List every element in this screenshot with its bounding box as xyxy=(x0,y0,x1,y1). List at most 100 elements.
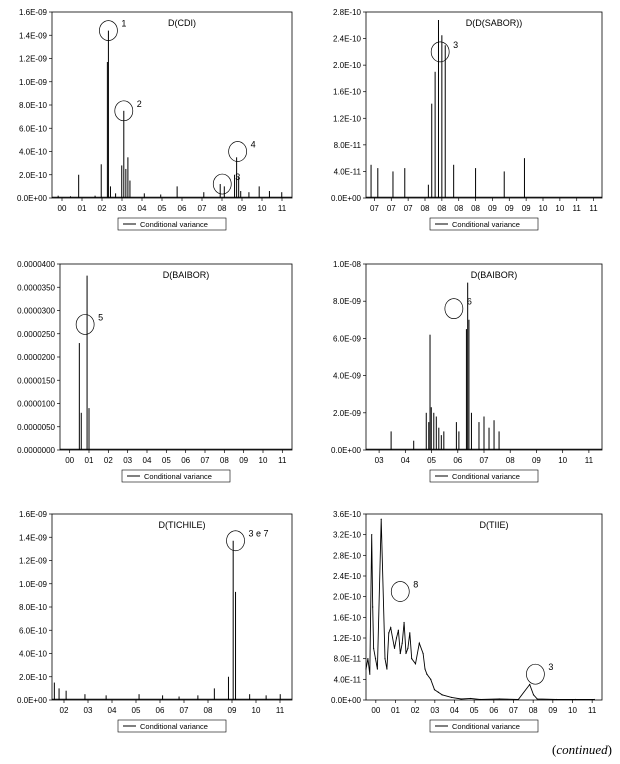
annotation-circle xyxy=(212,173,232,195)
x-tick-label: 11 xyxy=(588,706,597,715)
x-tick-label: 08 xyxy=(506,456,515,465)
annotation-label: 3 e 7 xyxy=(249,529,269,539)
x-tick-label: 07 xyxy=(201,456,210,465)
y-tick-label: 0.0000000 xyxy=(17,446,55,455)
y-tick-label: 8.0E-10 xyxy=(19,101,48,110)
x-tick-label: 08 xyxy=(437,204,446,213)
chart-svg: 0.0E+00 2.0E-10 4.0E-10 6.0E-10 8.0E-10 1.0E-… xyxy=(17,8,293,231)
x-tick-label: 05 xyxy=(427,456,436,465)
y-tick-label: 8.0E-11 xyxy=(334,655,362,664)
annotation-label: 4 xyxy=(251,140,256,150)
data-point xyxy=(479,698,481,701)
x-tick-label: 03 xyxy=(84,706,93,715)
legend-box xyxy=(429,217,539,231)
continued-word: continued xyxy=(556,742,608,757)
chart-title: D(D(SABOR)) xyxy=(466,18,523,28)
annotation-label: 2 xyxy=(137,99,142,109)
annotation-label: 6 xyxy=(467,297,472,307)
y-tick-label: 0.0000250 xyxy=(17,330,55,339)
x-tick-label: 10 xyxy=(252,706,261,715)
data-point xyxy=(367,658,369,660)
data-point xyxy=(411,658,413,660)
y-tick-label: 4.0E-11 xyxy=(334,167,362,176)
annotation-label: 3 xyxy=(548,662,553,672)
chart-title: D(TICHILE) xyxy=(159,520,206,530)
x-tick-label: 02 xyxy=(98,204,107,213)
x-tick-label: 11 xyxy=(585,456,594,465)
data-point xyxy=(555,698,557,701)
x-tick-label: 10 xyxy=(555,204,564,213)
data-point xyxy=(376,668,379,670)
x-tick-label: 11 xyxy=(278,456,287,465)
data-point xyxy=(401,642,403,644)
annotation-circle xyxy=(228,141,247,162)
y-tick-label: 1.6E-10 xyxy=(333,88,362,97)
legend-box xyxy=(429,469,539,483)
y-tick-label: 0.0E+00 xyxy=(17,696,48,705)
legend-label: Conditional variance xyxy=(452,472,520,481)
x-tick-label: 04 xyxy=(143,456,152,465)
x-tick-label: 07 xyxy=(480,456,489,465)
data-point xyxy=(593,698,595,701)
plot-frame xyxy=(365,513,603,701)
x-tick-label: 06 xyxy=(178,204,187,213)
y-tick-label: 2.4E-10 xyxy=(333,572,362,581)
chart-panel-baibor-2: 0.0E+00 2.0E-09 4.0E-09 6.0E-09 8.0E-09 1.0E-… xyxy=(310,258,610,494)
chart-title: D(TIIE) xyxy=(480,520,509,530)
chart-svg: 0.0E+00 4.0E-11 8.0E-11 1.2E-10 1.6E-10 2.0E-… xyxy=(331,510,603,733)
data-point xyxy=(470,697,472,700)
x-tick-label: 08 xyxy=(421,204,430,213)
x-tick-label: 04 xyxy=(138,204,147,213)
x-tick-label: 03 xyxy=(118,204,127,213)
x-tick-label: 09 xyxy=(548,706,557,715)
x-tick-label: 08 xyxy=(204,706,213,715)
annotation-circle xyxy=(75,314,95,335)
y-tick-label: 8.0E-09 xyxy=(333,297,362,306)
y-tick-label: 2.4E-10 xyxy=(333,35,362,44)
data-point xyxy=(460,698,462,700)
y-tick-label: 1.0E-09 xyxy=(19,78,48,87)
legend-box xyxy=(121,469,231,483)
x-tick-label: 05 xyxy=(158,204,167,213)
x-tick-label: 01 xyxy=(391,706,400,715)
x-tick-label: 04 xyxy=(450,706,459,715)
data-point xyxy=(403,621,405,624)
annotation-circle xyxy=(114,100,134,122)
y-tick-label: 1.6E-09 xyxy=(19,510,48,519)
legend-box xyxy=(117,719,227,733)
data-point xyxy=(380,518,382,520)
x-tick-label: 09 xyxy=(228,706,237,715)
y-tick-label: 0.0000150 xyxy=(17,376,55,385)
y-tick-label: 4.0E-09 xyxy=(333,372,362,381)
legend-label: Conditional variance xyxy=(140,220,208,229)
annotation-label: 1 xyxy=(121,19,126,29)
x-tick-label: 01 xyxy=(78,204,87,213)
y-tick-label: 3.2E-10 xyxy=(333,531,362,540)
y-tick-label: 2.0E-10 xyxy=(333,593,362,602)
y-tick-label: 6.0E-10 xyxy=(19,124,48,133)
x-tick-label: 11 xyxy=(589,204,598,213)
data-point xyxy=(386,668,388,670)
plot-frame xyxy=(51,11,293,199)
plot-frame xyxy=(51,513,293,701)
y-tick-label: 2.8E-10 xyxy=(333,8,362,17)
x-tick-label: 10 xyxy=(259,456,268,465)
plot-frame xyxy=(59,263,293,451)
data-point xyxy=(372,606,374,608)
y-tick-label: 1.0E-08 xyxy=(333,260,362,269)
chart-panel-tiie: 0.0E+00 4.0E-11 8.0E-11 1.2E-10 1.6E-10 2.0E-… xyxy=(310,508,610,744)
legend-label: Conditional variance xyxy=(140,722,208,731)
y-tick-label: 2.0E-09 xyxy=(333,409,362,418)
y-tick-label: 0.0E+00 xyxy=(331,696,362,705)
data-point xyxy=(384,658,386,660)
data-point xyxy=(395,637,398,639)
y-tick-label: 0.0000400 xyxy=(17,260,55,269)
y-tick-label: 0.0E+00 xyxy=(331,194,362,203)
x-tick-label: 04 xyxy=(401,456,410,465)
y-tick-label: 2.0E-10 xyxy=(19,673,48,682)
legend-label: Conditional variance xyxy=(452,220,520,229)
data-point xyxy=(390,627,392,629)
annotation-label: 8 xyxy=(413,580,418,590)
data-point xyxy=(517,698,519,701)
x-tick-label: 08 xyxy=(471,204,480,213)
